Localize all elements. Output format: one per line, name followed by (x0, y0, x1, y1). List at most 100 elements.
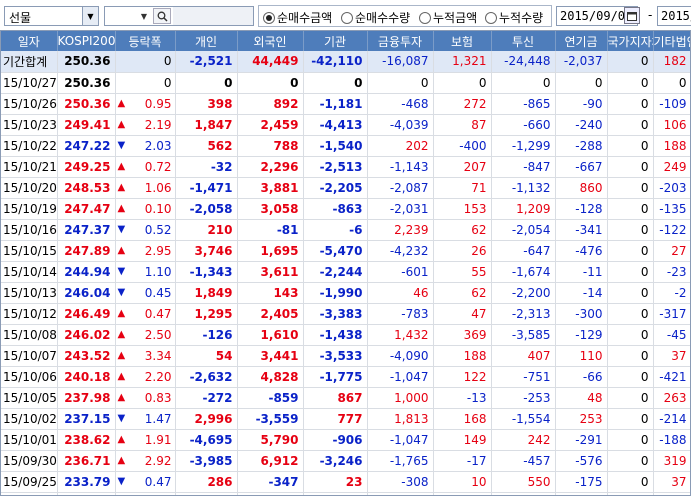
table-row[interactable]: 15/10/07 243.52 ▲ 3.34 54 3,441 -3,533 -4,090 18… (1, 345, 690, 367)
kospi200-cell: 247.89 (57, 240, 116, 262)
value-cell: -647 (491, 240, 556, 262)
summary-row[interactable]: 기간합계 250.36 0 -2,521 44,449 -42,110 -16,087 1,3… (1, 51, 690, 73)
triangle-up-icon: ▲ (117, 392, 126, 403)
column-header[interactable]: 등락폭 (115, 31, 176, 51)
value-cell: -4,695 (175, 429, 238, 451)
radio-dot[interactable] (341, 11, 353, 24)
value-cell: -1,438 (303, 324, 368, 346)
change-cell: ▲ 0.72 (115, 156, 176, 178)
calendar-icon[interactable] (624, 7, 640, 24)
date-cell: 15/10/06 (1, 366, 58, 388)
table-row[interactable]: 15/10/21 249.25 ▲ 0.72 -32 2,296 -2,513 -1,143 2… (1, 156, 690, 178)
table-row[interactable]: 15/10/05 237.98 ▲ 0.83 -272 -859 867 1,000 -13 -2… (1, 387, 690, 409)
triangle-up-icon: ▲ (117, 119, 126, 130)
value-cell: -783 (367, 303, 434, 325)
column-header[interactable]: 일자 (1, 31, 58, 51)
column-header[interactable]: 금융투자 (367, 31, 434, 51)
value-cell: 149 (433, 429, 492, 451)
value-cell: 122 (433, 366, 492, 388)
value-cell: 253 (555, 408, 608, 430)
radio-net-buy-quantity[interactable]: 순매수수량 (341, 9, 410, 26)
toolbar: 선물 ▼ ▼ 순매수금액 순매수수량 누적금액 누적수량 2015/09/01 … (0, 0, 691, 30)
table-row[interactable]: 15/10/20 248.53 ▲ 1.06 -1,471 3,881 -2,205 -2,0… (1, 177, 690, 199)
value-cell: 1,695 (237, 240, 304, 262)
table-row[interactable]: 15/10/02 237.15 ▼ 1.47 2,996 -3,559 777 1,813 16… (1, 408, 690, 430)
value-cell: 5,790 (237, 429, 304, 451)
table-row[interactable]: 15/09/25 233.79 ▼ 0.47 286 -347 23 -308 10 550 -17… (1, 471, 690, 493)
table-row[interactable]: 15/10/26 250.36 ▲ 0.95 398 892 -1,181 -468 272 -8… (1, 93, 690, 115)
value-cell: 242 (491, 429, 556, 451)
value-cell: -2,521 (175, 51, 238, 73)
table-body: 기간합계 250.36 0 -2,521 44,449 -42,110 -16,087 1,3… (1, 51, 690, 495)
value-cell: -1,471 (175, 177, 238, 199)
change-value: 2.92 (144, 453, 172, 468)
table-row[interactable]: 15/09/24234.2601,160-1,109-375-1,082-646… (1, 492, 690, 495)
value-cell: 0 (367, 72, 434, 94)
data-table: 일자KOSPI200등락폭개인외국인기관금융투자보험투신연기금국가지자체기타법인… (1, 31, 690, 495)
change-value: 0.52 (144, 222, 172, 237)
chevron-down-icon[interactable]: ▼ (82, 7, 98, 25)
table-row[interactable]: 15/10/14 244.94 ▼ 1.10 -1,343 3,611 -2,244 -601… (1, 261, 690, 283)
change-cell: ▲ 0.83 (115, 387, 176, 409)
start-date-input[interactable]: 2015/09/01 (556, 6, 638, 26)
chevron-down-icon[interactable]: ▼ (140, 11, 148, 21)
column-header[interactable]: 연기금 (555, 31, 608, 51)
date-cell: 15/09/25 (1, 471, 58, 493)
column-header[interactable]: 국가지자체 (607, 31, 654, 51)
value-cell: 48 (555, 387, 608, 409)
column-header[interactable]: 기관 (303, 31, 368, 51)
radio-dot[interactable] (485, 11, 497, 24)
change-cell: ▲ 2.19 (115, 114, 176, 136)
value-cell: 777 (303, 408, 368, 430)
date-cell: 15/10/16 (1, 219, 58, 241)
table-row[interactable]: 15/10/08 246.02 ▲ 2.50 -126 1,610 -1,438 1,432 3… (1, 324, 690, 346)
table-row[interactable]: 15/10/27 250.36 0 0 0 0 0 0 0 0 0 0 (1, 72, 690, 94)
search-icon[interactable] (153, 8, 171, 24)
code-input[interactable] (105, 7, 149, 25)
value-cell: 646 (491, 492, 556, 495)
value-cell: -2,632 (175, 366, 238, 388)
table-row[interactable]: 15/10/23 249.41 ▲ 2.19 1,847 2,459 -4,413 -4,03… (1, 114, 690, 136)
end-date-input[interactable]: 2015/ (657, 6, 691, 26)
value-cell: -300 (555, 303, 608, 325)
value-cell: -863 (303, 198, 368, 220)
value-cell: -1,082 (367, 492, 434, 495)
value-cell: 550 (491, 471, 556, 493)
change-cell: ▲ 1.91 (115, 429, 176, 451)
value-cell: -3,246 (303, 450, 368, 472)
column-header[interactable]: 투신 (491, 31, 556, 51)
column-header[interactable]: 기타법인 (653, 31, 690, 51)
market-select[interactable]: 선물 ▼ (4, 6, 99, 26)
value-cell: -3,559 (237, 408, 304, 430)
value-cell: -13 (433, 387, 492, 409)
table-row[interactable]: 15/10/06 240.18 ▲ 2.20 -2,632 4,828 -1,775 -1,0… (1, 366, 690, 388)
table-row[interactable]: 15/10/15 247.89 ▲ 2.95 3,746 1,695 -5,470 -4,23… (1, 240, 690, 262)
kospi200-cell: 237.98 (57, 387, 116, 409)
code-search[interactable]: ▼ (104, 6, 254, 26)
column-header[interactable]: 보험 (433, 31, 492, 51)
radio-net-buy-amount[interactable]: 순매수금액 (263, 9, 332, 26)
value-cell: -6 (303, 219, 368, 241)
radio-cumulative-quantity[interactable]: 누적수량 (485, 9, 543, 26)
radio-cumulative-amount[interactable]: 누적금액 (419, 9, 477, 26)
table-row[interactable]: 15/10/13 246.04 ▼ 0.45 1,849 143 -1,990 46 62 -2,… (1, 282, 690, 304)
column-header[interactable]: KOSPI200 (57, 31, 116, 51)
table-row[interactable]: 15/10/01 238.62 ▲ 1.91 -4,695 5,790 -906 -1,047… (1, 429, 690, 451)
value-cell: 263 (653, 387, 690, 409)
value-cell: -14 (555, 282, 608, 304)
column-header[interactable]: 외국인 (237, 31, 304, 51)
radio-dot[interactable] (263, 11, 275, 24)
investor-trading-grid[interactable]: 일자KOSPI200등락폭개인외국인기관금융투자보험투신연기금국가지자체기타법인… (0, 30, 691, 496)
column-header[interactable]: 개인 (175, 31, 238, 51)
table-row[interactable]: 15/10/12 246.49 ▲ 0.47 1,295 2,405 -3,383 -783 4… (1, 303, 690, 325)
value-cell: -129 (555, 324, 608, 346)
value-cell: -4,232 (367, 240, 434, 262)
radio-dot[interactable] (419, 11, 431, 24)
table-row[interactable]: 15/10/22 247.22 ▼ 2.03 562 788 -1,540 202 -400 -1… (1, 135, 690, 157)
table-row[interactable]: 15/09/30 236.71 ▲ 2.92 -3,985 6,912 -3,246 -1,7… (1, 450, 690, 472)
value-cell: 4,828 (237, 366, 304, 388)
triangle-up-icon: ▲ (117, 161, 126, 172)
table-row[interactable]: 15/10/19 247.47 ▲ 0.10 -2,058 3,058 -863 -2,031… (1, 198, 690, 220)
table-row[interactable]: 15/10/16 247.37 ▼ 0.52 210 -81 -6 2,239 62 -2,054… (1, 219, 690, 241)
value-cell: -1,143 (367, 156, 434, 178)
